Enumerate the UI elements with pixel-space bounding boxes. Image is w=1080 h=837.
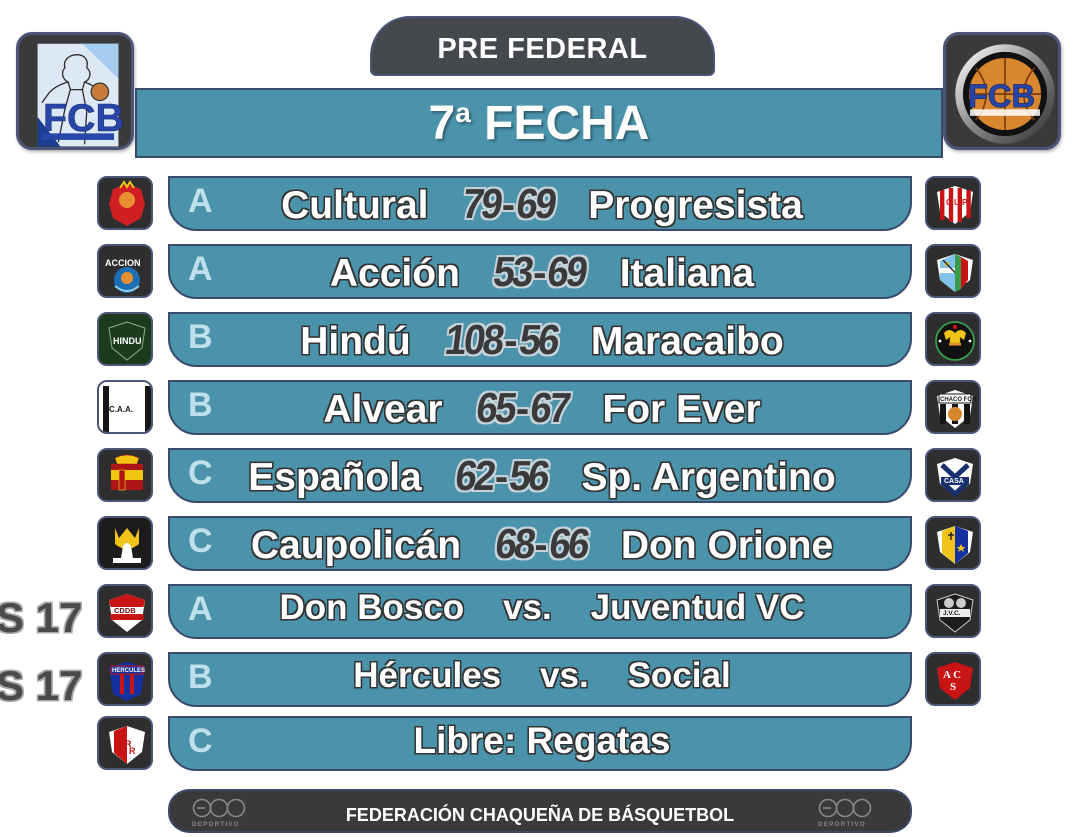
svg-text:A C: A C	[943, 669, 961, 681]
svg-text:S: S	[950, 681, 956, 693]
svg-text:J.V.C.: J.V.C.	[943, 610, 961, 617]
svg-text:C.A.A.: C.A.A.	[109, 405, 133, 414]
svg-text:ACCION: ACCION	[105, 258, 141, 268]
svg-text:C.U.P.: C.U.P.	[946, 198, 969, 207]
svg-text:HERCULES: HERCULES	[112, 668, 145, 674]
svg-text:CDDB: CDDB	[114, 606, 136, 615]
svg-text:FCB: FCB	[968, 77, 1035, 114]
svg-text:CASA: CASA	[944, 478, 964, 485]
svg-text:CHACO FOR EVER: CHACO FOR EVER	[940, 397, 981, 403]
svg-text:DEPORTIVO: DEPORTIVO	[818, 821, 866, 828]
svg-text:HINDU: HINDU	[113, 336, 142, 346]
svg-text:C: C	[118, 732, 125, 742]
svg-text:R: R	[129, 746, 136, 756]
